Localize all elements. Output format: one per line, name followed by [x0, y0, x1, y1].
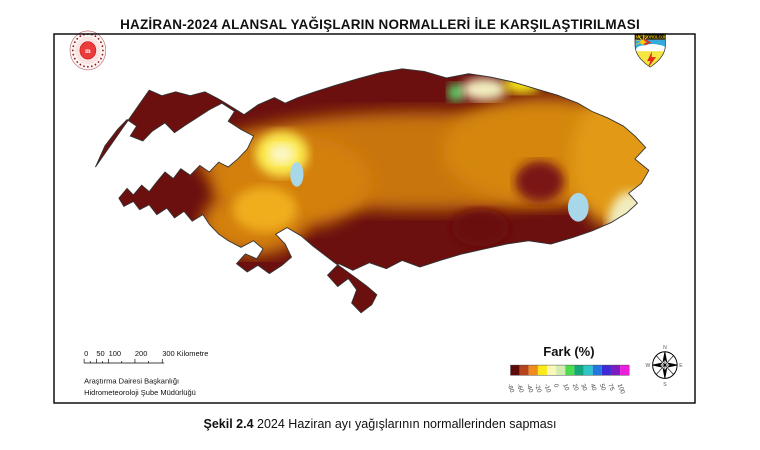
svg-text:200: 200 — [135, 349, 148, 358]
svg-text:Hidrometeoroloji Şube Müdürlüğ: Hidrometeoroloji Şube Müdürlüğü — [84, 388, 196, 397]
svg-text:N: N — [663, 345, 667, 351]
svg-text:50: 50 — [96, 349, 104, 358]
svg-text:0: 0 — [84, 349, 88, 358]
svg-text:300 Kilometre: 300 Kilometre — [162, 349, 208, 358]
svg-text:Fark (%): Fark (%) — [543, 344, 594, 359]
svg-text:100: 100 — [109, 349, 122, 358]
svg-text:W: W — [646, 363, 651, 369]
svg-text:Araştırma Dairesi Başkanlığı: Araştırma Dairesi Başkanlığı — [84, 377, 179, 386]
svg-text:m: m — [85, 48, 91, 55]
